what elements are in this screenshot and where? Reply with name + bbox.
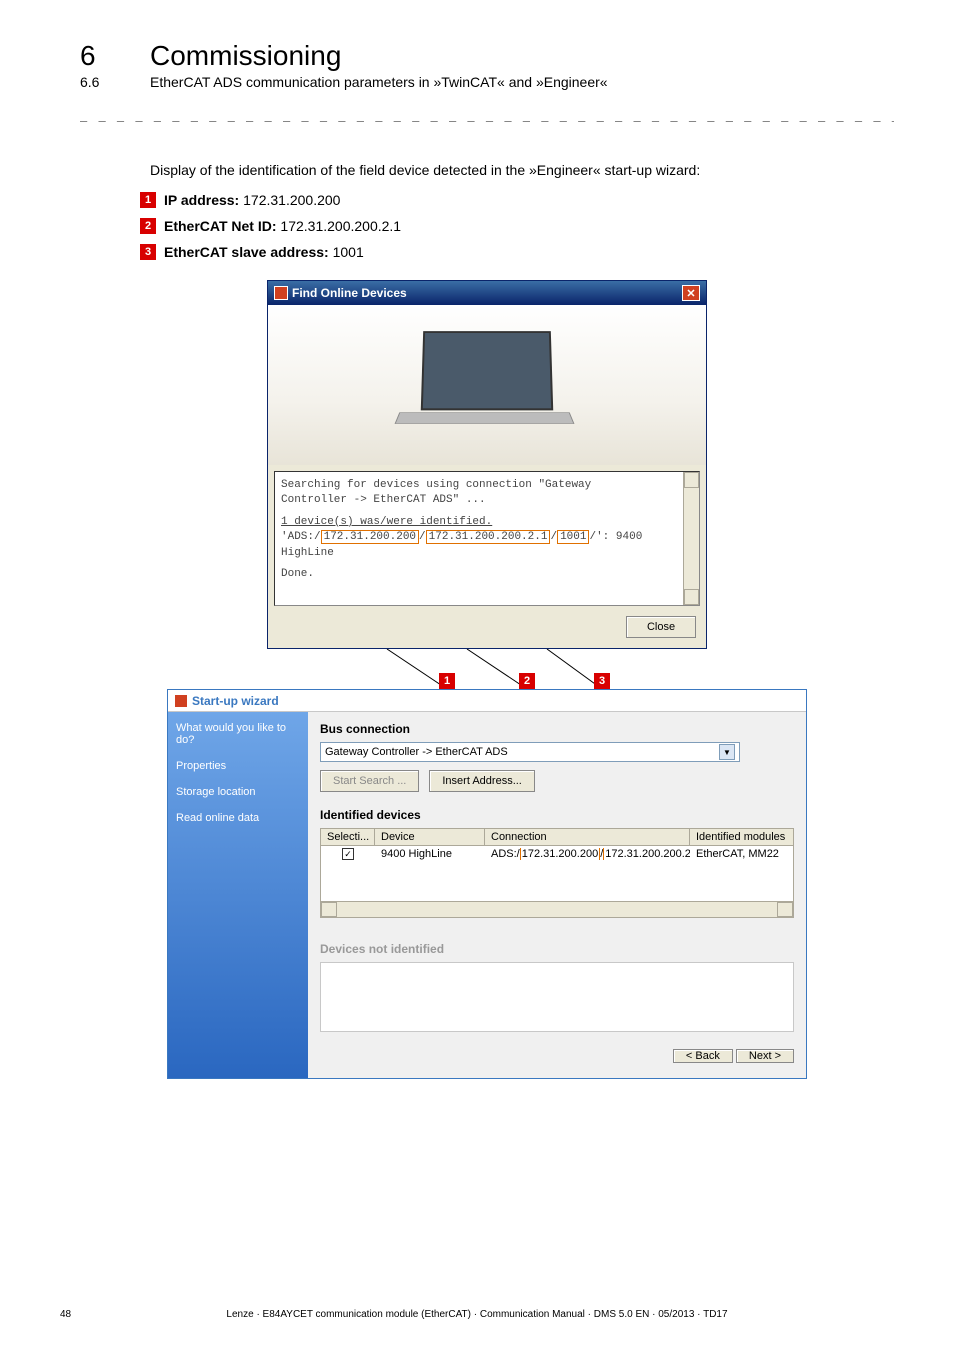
not-identified-list [320, 962, 794, 1032]
horiz-scrollbar[interactable] [321, 901, 793, 917]
bus-connection-label: Bus connection [320, 722, 794, 736]
connector-lines: 1 2 3 [267, 649, 707, 689]
col-connection[interactable]: Connection [485, 829, 690, 845]
intro-text: Display of the identification of the fie… [150, 162, 894, 178]
wizard-main-panel: Bus connection Gateway Controller -> Eth… [308, 712, 806, 1078]
insert-address-button[interactable]: Insert Address... [429, 770, 534, 792]
device-row[interactable]: ✓ 9400 HighLine ADS:/172.31.200.200/172.… [321, 846, 793, 862]
dialog1-app-icon [274, 286, 288, 300]
connector-label-3: 3 [594, 673, 610, 689]
log-line-6: Done. [281, 567, 693, 582]
identified-devices-label: Identified devices [320, 808, 794, 822]
scroll-left-icon[interactable] [321, 902, 337, 917]
item-3-label: EtherCAT slave address: [164, 244, 329, 260]
dialog1-titlebar: Find Online Devices ✕ [268, 281, 706, 305]
col-modules[interactable]: Identified modules [690, 829, 793, 845]
row-modules: EtherCAT, MM22 [690, 848, 793, 860]
dialog1-image-area [268, 305, 706, 465]
side-step-3[interactable]: Storage location [176, 786, 300, 798]
dialog1-scrollbar[interactable] [683, 472, 699, 605]
page-number: 48 [60, 1309, 71, 1320]
marker-2: 2 [140, 218, 156, 234]
device-list-body: ✓ 9400 HighLine ADS:/172.31.200.200/172.… [320, 846, 794, 918]
col-device[interactable]: Device [375, 829, 485, 845]
next-button[interactable]: Next > [736, 1049, 794, 1063]
row-connection: ADS:/172.31.200.200/172.31.200.200.2.1/1… [485, 848, 690, 860]
scroll-down-icon[interactable] [684, 589, 699, 605]
close-button[interactable]: Close [626, 616, 696, 638]
col-select[interactable]: Selecti... [321, 829, 375, 845]
dialog2-app-icon [174, 694, 188, 708]
marker-3: 3 [140, 244, 156, 260]
log-line-2: Controller -> EtherCAT ADS" ... [281, 493, 693, 508]
item-3-value: 1001 [333, 244, 364, 260]
item-1-value: 172.31.200.200 [243, 192, 340, 208]
device-list-header: Selecti... Device Connection Identified … [320, 828, 794, 846]
connector-label-2: 2 [519, 673, 535, 689]
item-row-3: 3 EtherCAT slave address: 1001 [140, 244, 894, 260]
item-row-1: 1 IP address: 172.31.200.200 [140, 192, 894, 208]
combo-value: Gateway Controller -> EtherCAT ADS [325, 746, 508, 758]
dialog1-title-text: Find Online Devices [292, 286, 407, 300]
chapter-number: 6 [80, 40, 120, 72]
side-step-4[interactable]: Read online data [176, 812, 300, 824]
side-step-1[interactable]: What would you like to do? [176, 722, 300, 746]
section-title: EtherCAT ADS communication parameters in… [150, 74, 608, 90]
separator-dashes: _ _ _ _ _ _ _ _ _ _ _ _ _ _ _ _ _ _ _ _ … [80, 108, 894, 122]
item-2-label: EtherCAT Net ID: [164, 218, 277, 234]
connector-label-1: 1 [439, 673, 455, 689]
side-step-2[interactable]: Properties [176, 760, 300, 772]
row-device: 9400 HighLine [375, 848, 485, 860]
footer-center-text: Lenze · E84AYCET communication module (E… [0, 1309, 954, 1320]
log-line-3: 1 device(s) was/were identified. [281, 515, 693, 530]
laptop-graphic [397, 330, 577, 440]
row-checkbox[interactable]: ✓ [342, 848, 354, 860]
dialog1-close-icon[interactable]: ✕ [682, 285, 700, 301]
find-devices-dialog: Find Online Devices ✕ Searching for devi… [267, 280, 707, 649]
item-1-label: IP address: [164, 192, 239, 208]
dialog2-title-text: Start-up wizard [192, 694, 279, 708]
scroll-up-icon[interactable] [684, 472, 699, 488]
bus-connection-combo[interactable]: Gateway Controller -> EtherCAT ADS ▼ [320, 742, 740, 762]
log-line-4: 'ADS:/172.31.200.200/172.31.200.200.2.1/… [281, 530, 693, 545]
log-line-1: Searching for devices using connection "… [281, 478, 693, 493]
start-search-button[interactable]: Start Search ... [320, 770, 419, 792]
dialog2-titlebar: Start-up wizard [168, 690, 806, 712]
wizard-side-nav: What would you like to do? Properties St… [168, 712, 308, 1078]
startup-wizard-dialog: Start-up wizard What would you like to d… [167, 689, 807, 1079]
section-number: 6.6 [80, 74, 120, 90]
item-2-value: 172.31.200.200.2.1 [280, 218, 401, 234]
chapter-title: Commissioning [150, 40, 341, 72]
marker-1: 1 [140, 192, 156, 208]
item-row-2: 2 EtherCAT Net ID: 172.31.200.200.2.1 [140, 218, 894, 234]
scroll-right-icon[interactable] [777, 902, 793, 917]
chevron-down-icon[interactable]: ▼ [719, 744, 735, 760]
dialog1-log: Searching for devices using connection "… [274, 471, 700, 606]
back-button[interactable]: < Back [673, 1049, 733, 1063]
page-footer: 48 Lenze · E84AYCET communication module… [0, 1309, 954, 1320]
not-identified-label: Devices not identified [320, 942, 794, 956]
log-line-5: HighLine [281, 546, 693, 561]
